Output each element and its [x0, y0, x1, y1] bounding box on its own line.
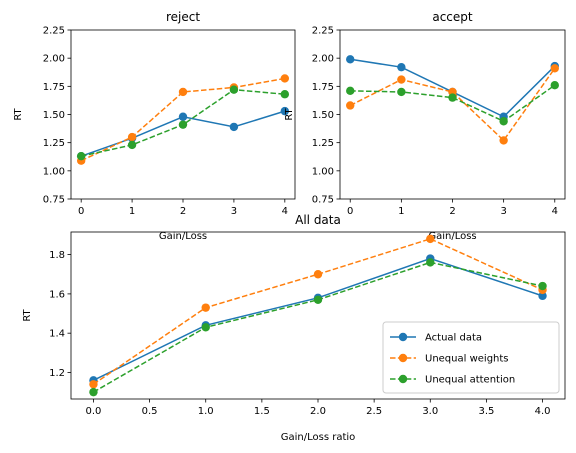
- x-tick-label: 0.5: [142, 406, 158, 417]
- data-point: [280, 90, 290, 99]
- x-axis-label: Gain/Loss: [159, 231, 207, 242]
- data-point: [313, 295, 323, 304]
- reject-panel: 0 1 2 3 4 0.75 1.00 1.25 1.50 1.75 2.00 2.25 reject G…: [13, 10, 296, 242]
- data-point: [499, 117, 508, 126]
- x-tick-label: 4: [552, 206, 558, 217]
- y-tick-label: 1.50: [43, 110, 65, 121]
- data-point: [426, 258, 435, 267]
- legend: Actual data Unequal weights Unequal attent…: [382, 321, 560, 394]
- data-point: [89, 387, 98, 397]
- legend-label: Unequal weights: [425, 354, 509, 365]
- panel-title: accept: [432, 10, 473, 24]
- data-point: [178, 87, 188, 97]
- x-tick-label: 3: [500, 206, 506, 217]
- x-tick-label: 0: [78, 206, 84, 217]
- y-tick-label: 1.25: [43, 138, 65, 149]
- x-tick-label: 2: [449, 206, 455, 217]
- data-point: [397, 87, 406, 97]
- data-point: [397, 62, 406, 72]
- data-point: [229, 85, 239, 94]
- y-tick-label: 1.8: [49, 250, 65, 261]
- data-point: [448, 93, 457, 102]
- data-point: [499, 136, 508, 145]
- x-tick-label: 3.0: [422, 406, 438, 417]
- x-tick-label: 1: [398, 206, 404, 217]
- x-tick-label: 4.0: [535, 406, 551, 417]
- data-point: [280, 74, 290, 83]
- data-point: [76, 151, 86, 161]
- y-tick-label: 1.50: [312, 110, 334, 121]
- x-tick-label: 4: [282, 206, 288, 217]
- data-point: [201, 323, 210, 332]
- panel-title: reject: [166, 10, 200, 24]
- x-tick-label: 2.5: [366, 406, 382, 417]
- x-axis-label: Gain/Loss ratio: [281, 432, 356, 443]
- all-data-panel: 0.0 0.5 1.0 1.5 2.0 2.5 3.0 3.5 4.0 1.2 1.4 1.6 1.8 A…: [22, 213, 566, 443]
- x-tick-label: 1.5: [254, 406, 270, 417]
- y-tick-label: 2.00: [312, 54, 334, 65]
- y-tick-label: 0.75: [43, 195, 65, 206]
- y-axis-label: RT: [284, 107, 295, 120]
- legend-marker: [398, 353, 408, 363]
- data-point: [89, 380, 98, 389]
- data-point: [346, 101, 355, 110]
- series-line: [349, 67, 556, 142]
- legend-marker: [398, 374, 408, 384]
- data-point: [397, 75, 406, 84]
- series-line: [80, 77, 285, 162]
- data-point: [313, 270, 323, 279]
- y-tick-label: 1.00: [312, 166, 334, 177]
- x-tick-label: 3.5: [478, 406, 494, 417]
- legend-label: Unequal attention: [425, 375, 515, 386]
- x-tick-label: 0: [347, 206, 353, 217]
- x-tick-label: 3: [231, 206, 237, 217]
- data-point: [178, 112, 188, 121]
- y-tick-label: 1.2: [49, 368, 65, 379]
- data-point: [538, 281, 547, 291]
- accept-panel: 0 1 2 3 4 0.75 1.00 1.25 1.50 1.75 2.00 2.25 accept G…: [284, 10, 566, 242]
- legend-box: [382, 321, 560, 394]
- data-point: [426, 234, 435, 244]
- y-tick-label: 0.75: [312, 195, 334, 206]
- series-line: [350, 84, 556, 123]
- data-point: [178, 120, 188, 129]
- x-tick-label: 2.0: [310, 406, 326, 417]
- x-axis-label: Gain/Loss: [428, 231, 476, 242]
- y-tick-label: 2.25: [43, 26, 65, 37]
- data-point: [229, 122, 239, 132]
- y-axis-label: RT: [13, 107, 24, 120]
- y-tick-label: 2.25: [312, 26, 334, 37]
- y-tick-label: 1.75: [43, 82, 65, 93]
- legend-marker: [398, 332, 408, 342]
- data-point: [280, 106, 290, 116]
- y-tick-label: 2.00: [43, 54, 65, 65]
- y-axis-label: RT: [22, 308, 33, 321]
- legend-label: Actual data: [425, 333, 482, 344]
- x-tick-label: 1: [129, 206, 135, 217]
- data-point: [127, 140, 137, 150]
- panel-title: All data: [295, 213, 341, 227]
- data-point: [550, 81, 559, 90]
- data-point: [538, 291, 547, 301]
- y-tick-label: 1.4: [49, 329, 65, 340]
- data-point: [346, 86, 355, 96]
- x-tick-label: 2: [180, 206, 186, 217]
- data-point: [550, 64, 559, 73]
- y-tick-label: 1.00: [43, 166, 65, 177]
- x-tick-label: 0.0: [86, 406, 102, 417]
- x-tick-label: 1.0: [198, 406, 214, 417]
- y-tick-label: 1.25: [312, 138, 334, 149]
- y-tick-label: 1.75: [312, 82, 334, 93]
- data-point: [201, 303, 210, 312]
- data-point: [346, 55, 355, 64]
- y-tick-label: 1.6: [49, 289, 65, 300]
- data-point: [127, 132, 137, 142]
